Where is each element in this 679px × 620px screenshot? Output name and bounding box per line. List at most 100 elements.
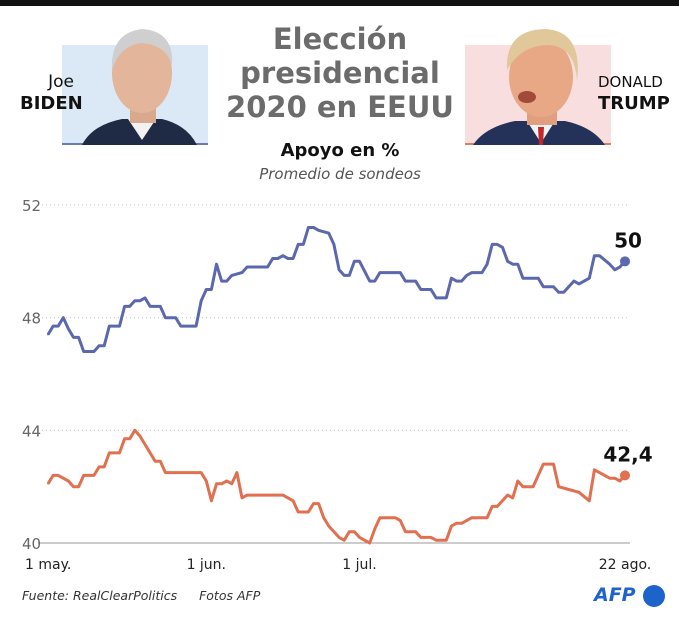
data-point	[353, 260, 356, 263]
y-tick-label: 52	[22, 197, 41, 215]
data-point	[491, 243, 494, 246]
data-point	[47, 333, 49, 336]
data-point	[430, 536, 432, 539]
data-point	[200, 471, 202, 474]
data-point	[578, 283, 580, 285]
data-point	[47, 483, 49, 485]
data-point	[82, 474, 85, 477]
top-bar	[0, 0, 679, 6]
data-point	[430, 288, 432, 291]
data-point	[562, 291, 565, 294]
data-point	[613, 477, 616, 480]
data-point	[619, 480, 621, 482]
data-point	[246, 494, 248, 496]
series-line-biden	[46, 226, 627, 353]
data-point	[297, 243, 300, 246]
y-tick-label: 48	[22, 310, 41, 328]
data-point	[220, 483, 223, 485]
data-point	[287, 257, 289, 260]
data-point	[93, 474, 95, 477]
data-point	[414, 530, 417, 533]
data-point	[292, 257, 294, 260]
y-tick-label: 40	[22, 535, 41, 553]
data-point	[282, 494, 284, 496]
data-point	[62, 316, 65, 319]
data-point	[72, 485, 75, 488]
data-point	[282, 254, 284, 257]
series-line-trump	[46, 428, 627, 545]
data-point	[511, 497, 514, 499]
data-point	[573, 280, 575, 282]
data-point	[205, 480, 208, 482]
y-tick-label: 44	[22, 422, 41, 440]
data-point	[516, 263, 519, 265]
data-point	[471, 516, 473, 519]
chart-subtitle: Apoyo en %	[280, 140, 400, 161]
data-point	[368, 542, 371, 544]
data-point	[522, 277, 524, 280]
data-point	[128, 305, 131, 308]
data-point	[608, 263, 611, 265]
data-point	[225, 280, 228, 282]
data-point	[373, 528, 376, 530]
data-point	[460, 522, 463, 525]
data-point	[62, 477, 65, 480]
data-point	[588, 277, 591, 280]
data-point	[394, 516, 397, 519]
data-point	[108, 325, 111, 327]
data-point	[103, 345, 105, 347]
data-point	[123, 437, 126, 440]
data-point	[353, 530, 356, 533]
data-point	[231, 483, 233, 485]
data-point	[379, 516, 381, 519]
data-point	[613, 268, 616, 271]
data-point	[373, 280, 376, 282]
data-point	[465, 274, 468, 277]
data-point	[486, 516, 488, 519]
data-point	[241, 271, 243, 274]
data-point	[215, 263, 218, 265]
data-point	[333, 243, 335, 246]
photo-credit: Fotos AFP	[199, 588, 261, 603]
data-point	[455, 522, 458, 525]
data-point	[445, 539, 448, 541]
data-point	[557, 485, 560, 488]
data-point	[77, 336, 80, 339]
x-tick-label: 1 jun.	[187, 557, 226, 573]
data-point	[246, 266, 248, 268]
x-tick-label: 22 ago.	[599, 557, 652, 573]
data-point	[236, 471, 238, 474]
data-point	[210, 499, 213, 502]
data-point	[149, 305, 151, 308]
data-point	[312, 502, 315, 505]
data-point	[67, 480, 70, 482]
data-point	[506, 494, 509, 496]
data-point	[67, 328, 70, 330]
x-tick-label: 1 may.	[25, 557, 71, 573]
data-point	[72, 336, 75, 339]
data-point	[215, 483, 218, 485]
data-point	[455, 280, 458, 282]
data-point	[154, 460, 157, 463]
data-point	[118, 325, 121, 327]
data-point	[537, 277, 539, 280]
data-point	[118, 452, 121, 454]
data-point	[338, 536, 340, 539]
data-point	[195, 325, 197, 327]
data-point	[368, 280, 371, 282]
data-point	[307, 511, 310, 513]
data-point	[139, 299, 141, 302]
data-point	[399, 271, 402, 274]
data-point	[312, 226, 315, 229]
data-point	[134, 299, 136, 302]
data-point	[159, 460, 162, 463]
trump-last-name: Trump	[598, 93, 670, 114]
data-point	[200, 299, 202, 302]
data-point	[322, 516, 325, 519]
data-point	[241, 497, 243, 499]
data-point	[435, 539, 437, 541]
data-point	[276, 257, 279, 260]
data-point	[144, 297, 146, 299]
biden-last-name: Biden	[20, 93, 83, 114]
data-point	[302, 243, 305, 246]
